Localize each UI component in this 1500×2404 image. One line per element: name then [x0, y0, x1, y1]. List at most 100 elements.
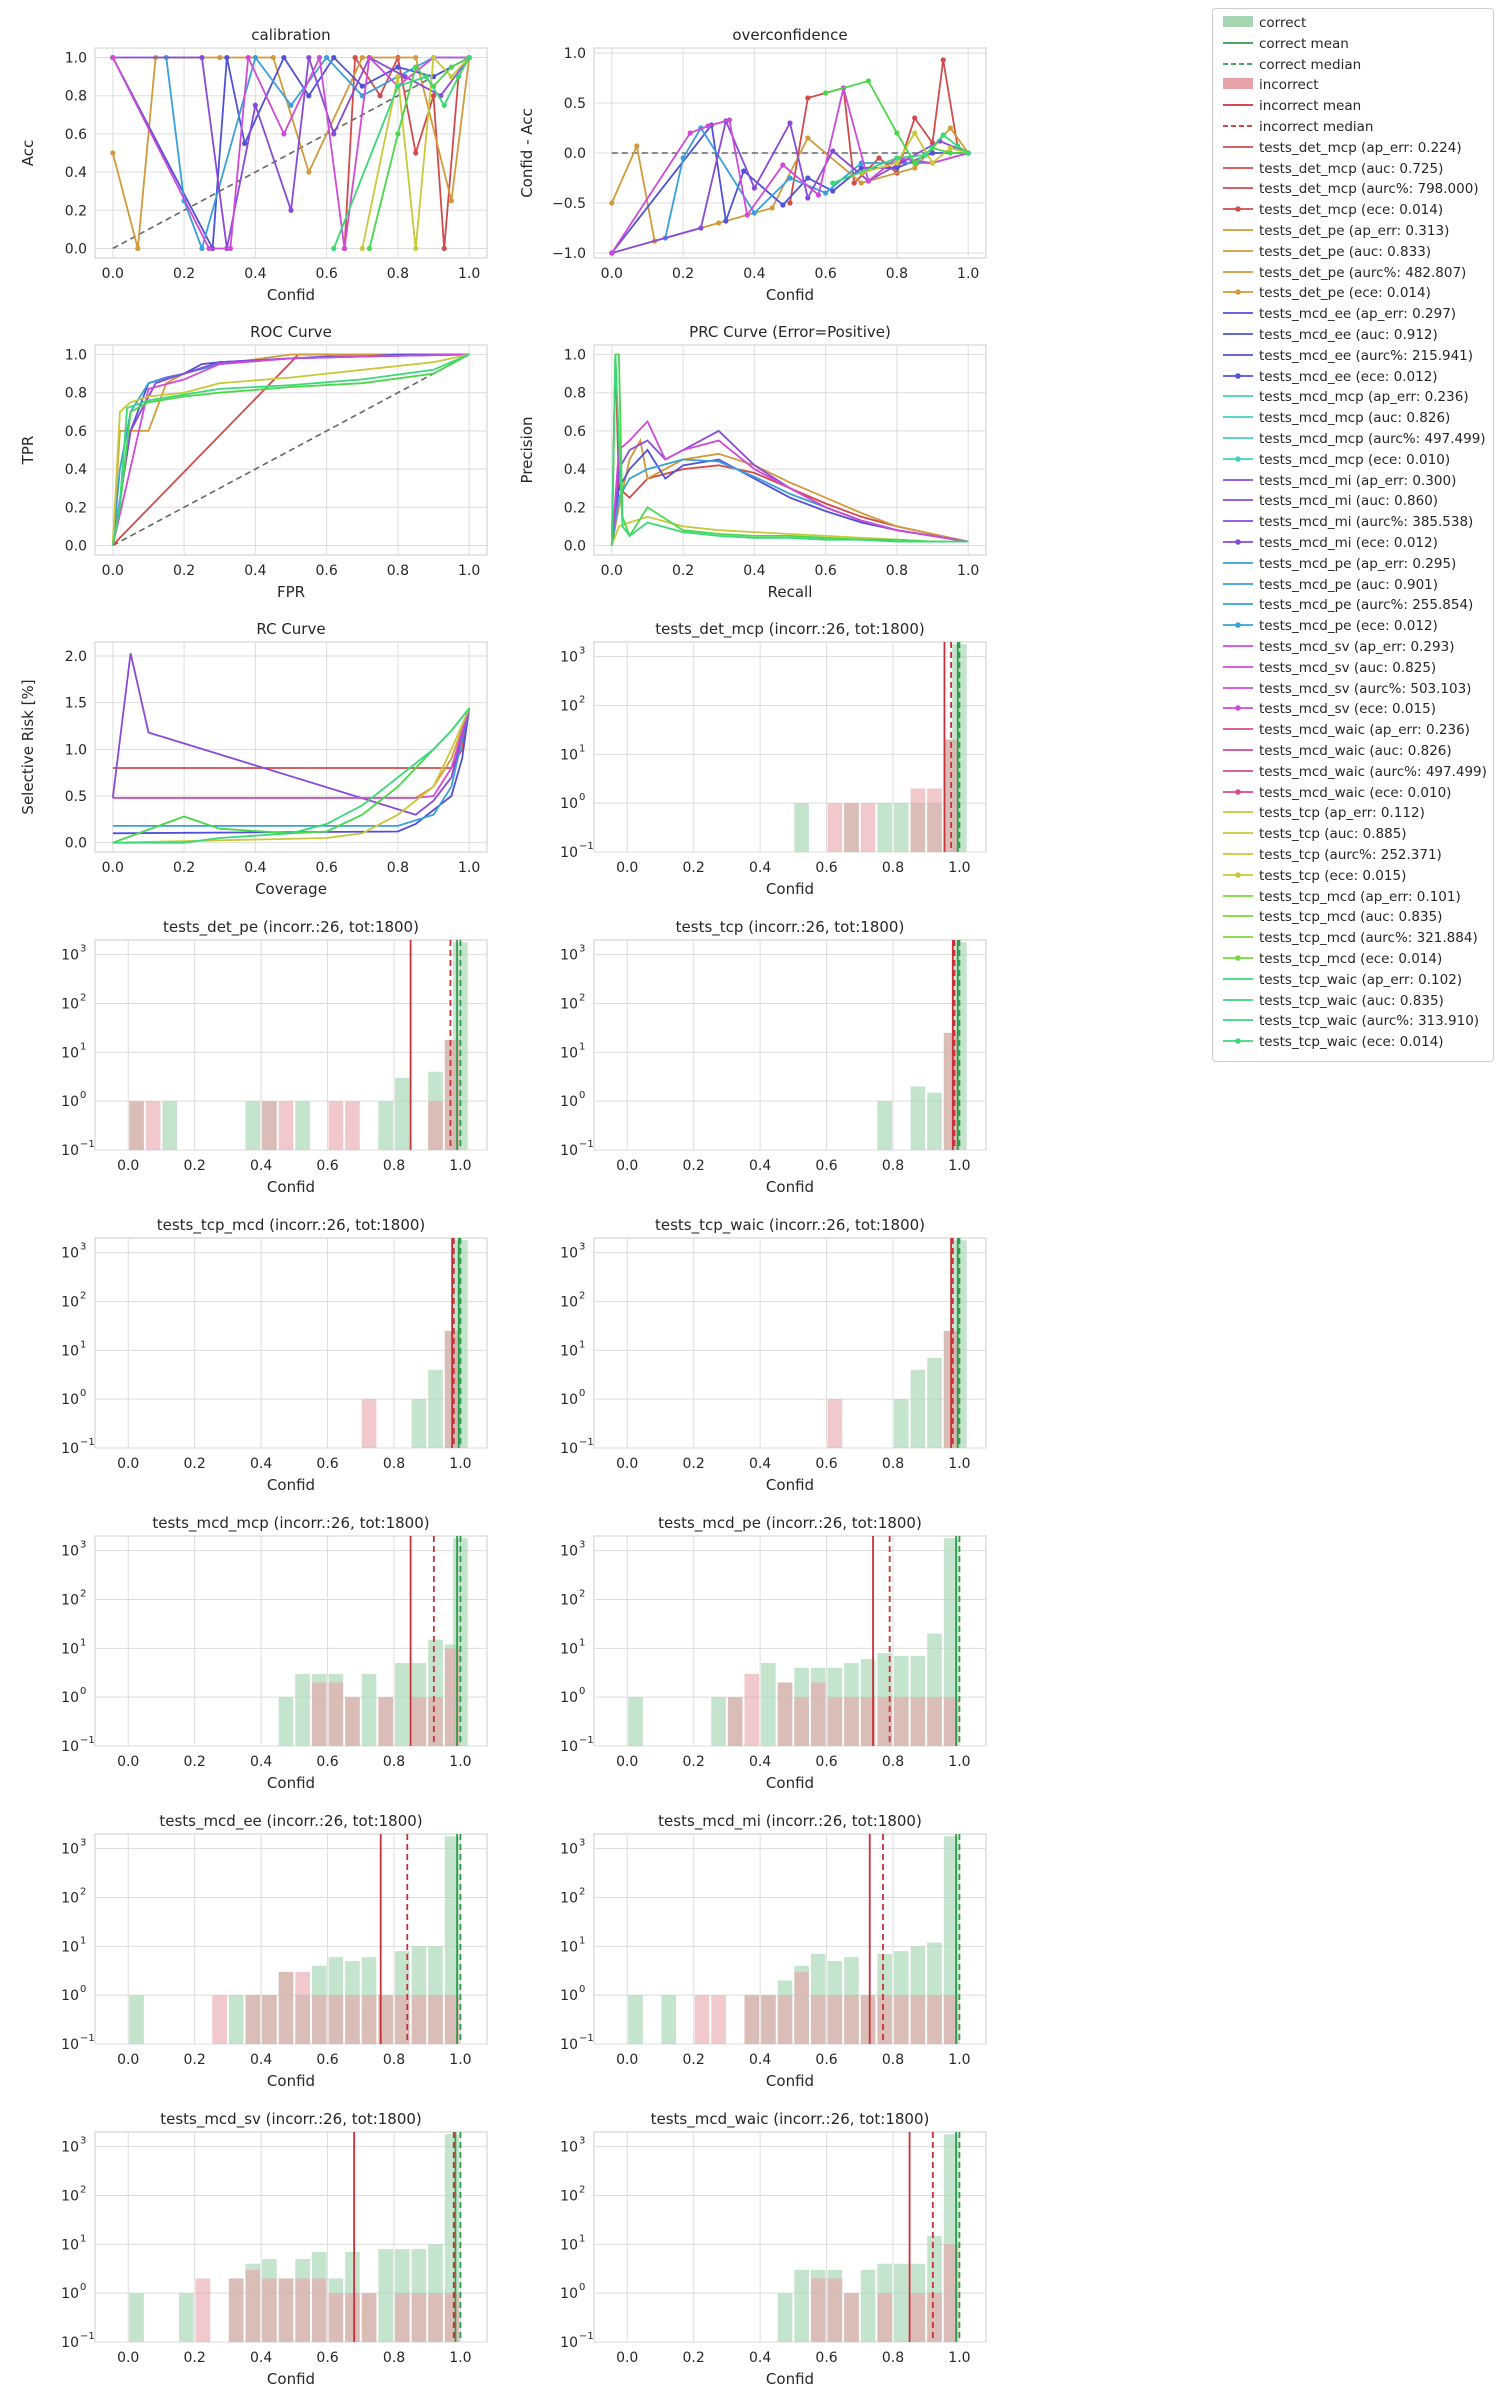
data-point-tests_mcd_sv — [780, 162, 786, 168]
series-line-tests_det_pe — [111, 56, 471, 249]
y-tick-exponent: 3 — [80, 944, 86, 955]
y-tick-label: 0.6 — [564, 424, 586, 440]
legend-label: tests_det_mcp (auc: 0.725) — [1259, 160, 1444, 177]
y-tick-label: 10 — [560, 796, 578, 812]
y-tick-label: 0.8 — [65, 89, 87, 105]
incorrect-bar — [927, 1995, 942, 2044]
legend-item: tests_mcd_mi (ece: 0.012) — [1213, 533, 1493, 552]
x-tick-label: 1.0 — [957, 563, 979, 579]
x-tick-label: 0.2 — [184, 1456, 206, 1472]
data-point-tests_mcd_pe — [324, 54, 330, 61]
legend-item: incorrect median — [1213, 117, 1493, 136]
x-tick-label: 0.6 — [316, 2350, 338, 2366]
legend-label: incorrect — [1259, 77, 1319, 94]
data-point-tests_mcd_ee — [805, 175, 811, 181]
incorrect-bar — [428, 1101, 443, 1150]
y-tick-exponent: 1 — [80, 1935, 86, 1946]
legend-swatch — [1223, 16, 1253, 27]
incorrect-bar — [428, 1697, 443, 1746]
legend-swatch — [1223, 539, 1253, 545]
y-tick-exponent: 2 — [579, 694, 585, 705]
y-tick-label: 10 — [560, 1739, 578, 1755]
legend-swatch — [1223, 416, 1253, 419]
x-tick-label: 0.4 — [250, 2350, 272, 2366]
legend-swatch — [1223, 104, 1253, 107]
y-tick-label: 0.4 — [65, 462, 87, 478]
data-point-tests_tcp — [894, 160, 900, 166]
y-tick-exponent: 0 — [579, 1090, 585, 1101]
incorrect-bar — [943, 1697, 959, 1746]
data-point-tests_det_mcp — [876, 155, 882, 161]
legend-label: tests_det_mcp (ap_err: 0.224) — [1259, 139, 1462, 156]
legend-item: tests_mcd_waic (aurc%: 497.499) — [1213, 762, 1493, 781]
legend-swatch — [1223, 455, 1253, 462]
x-tick-label: 0.6 — [815, 1158, 837, 1174]
y-tick-label: 10 — [560, 1045, 578, 1061]
data-point-tests_mcd_sv — [110, 54, 116, 61]
x-tick-label: 0.0 — [102, 860, 124, 876]
y-tick-label: 10 — [560, 1939, 578, 1955]
incorrect-bar — [943, 1032, 959, 1150]
x-tick-label: 0.0 — [616, 1456, 638, 1472]
panel-roc: 0.0 0.2 0.4 0.6 0.8 1.0 0.0 0.2 0.4 0.6 0.8 1.0 ROC … — [19, 323, 488, 601]
x-tick-label: 0.2 — [184, 1158, 206, 1174]
x-axis-label: Confid — [267, 2370, 315, 2388]
x-tick-label: 0.4 — [250, 1456, 272, 1472]
legend-label: tests_tcp (aurc%: 252.371) — [1259, 847, 1442, 863]
y-tick-exponent: −1 — [579, 2331, 594, 2342]
y-tick-exponent: 0 — [579, 792, 585, 803]
data-point-tests_det_mcp — [352, 54, 358, 61]
legend-item: tests_mcd_sv (auc: 0.825) — [1213, 658, 1493, 677]
incorrect-bar — [328, 1682, 344, 1746]
legend-item: tests_tcp_waic (auc: 0.835) — [1213, 991, 1493, 1010]
legend-patch — [1223, 78, 1253, 90]
x-tick-label: 0.2 — [683, 1456, 705, 1472]
x-tick-label: 1.0 — [449, 1158, 471, 1174]
x-tick-label: 1.0 — [948, 1456, 970, 1472]
incorrect-bar — [777, 1995, 793, 2044]
data-point-tests_tcp_waic — [331, 245, 337, 252]
incorrect-bar — [345, 1697, 360, 1746]
y-tick-label: 0.0 — [65, 241, 87, 257]
data-point-tests_mcd_sv — [609, 250, 615, 256]
incorrect-bar — [262, 2278, 277, 2342]
x-tick-label: 1.0 — [948, 1754, 970, 1770]
x-tick-label: 0.8 — [886, 266, 908, 282]
x-tick-label: 0.2 — [683, 2052, 705, 2068]
y-tick-label: 10 — [560, 1690, 578, 1706]
data-point-tests_det_mcp — [413, 150, 419, 156]
correct-bar — [877, 1101, 892, 1150]
legend-item: tests_mcd_pe (aurc%: 255.854) — [1213, 595, 1493, 614]
legend-item: tests_det_pe (ap_err: 0.313) — [1213, 221, 1493, 240]
y-tick-label: 0.0 — [65, 538, 87, 554]
legend-label: tests_tcp_waic (aurc%: 313.910) — [1259, 1013, 1480, 1030]
x-tick-label: 0.8 — [882, 1158, 904, 1174]
panel-title: overconfidence — [732, 26, 847, 44]
incorrect-bar — [910, 2293, 926, 2342]
data-point-tests_det_mcp — [805, 95, 811, 101]
y-tick-label: 10 — [560, 845, 578, 861]
x-tick-label: 0.6 — [815, 266, 837, 282]
x-tick-label: 0.8 — [882, 2350, 904, 2366]
x-tick-label: 0.6 — [316, 1754, 338, 1770]
incorrect-bar — [361, 2293, 377, 2342]
legend-item: tests_mcd_sv (ap_err: 0.293) — [1213, 637, 1493, 656]
data-point-tests_tcp_waic — [954, 143, 961, 149]
y-tick-label: −1.0 — [552, 246, 586, 262]
legend-item: tests_mcd_sv (aurc%: 503.103) — [1213, 679, 1493, 698]
y-tick-label: 10 — [560, 1246, 578, 1262]
y-tick-label: 10 — [61, 1544, 79, 1560]
y-tick-label: 1.5 — [65, 696, 87, 712]
legend-swatch — [1223, 645, 1253, 647]
y-tick-exponent: −1 — [579, 1437, 594, 1448]
legend-item: tests_mcd_mcp (auc: 0.826) — [1213, 408, 1493, 427]
incorrect-bar — [844, 2293, 859, 2342]
legend-marker — [1235, 206, 1241, 212]
incorrect-bar — [927, 1697, 942, 1746]
incorrect-bar — [727, 1697, 743, 1746]
data-point-tests_mcd_sv — [316, 54, 323, 61]
incorrect-bar — [212, 1995, 227, 2044]
legend-label: tests_tcp_mcd (ece: 0.014) — [1259, 951, 1443, 967]
x-tick-label: 0.0 — [117, 2052, 139, 2068]
y-tick-label: 10 — [61, 1441, 79, 1457]
